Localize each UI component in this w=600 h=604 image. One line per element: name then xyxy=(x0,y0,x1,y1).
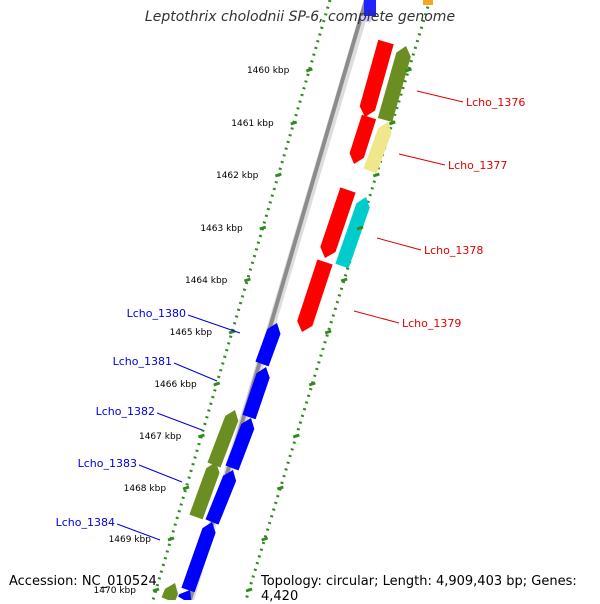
tick-mark-outer xyxy=(245,587,253,593)
gene-feature-lcho-1378-b xyxy=(335,197,370,269)
gene-label-leader xyxy=(116,523,161,541)
gene-label-lcho-1382: Lcho_1382 xyxy=(96,405,155,418)
gene-feature-top-pale xyxy=(361,16,371,22)
tick-label: 1463 kbp xyxy=(200,224,243,234)
tick-mark-outer xyxy=(372,172,380,178)
gene-feature-lcho-1378-a xyxy=(320,187,356,258)
gene-label-lcho-1378: Lcho_1378 xyxy=(424,244,483,257)
tick-label: 1465 kbp xyxy=(170,328,213,338)
tick-mark-outer xyxy=(276,485,284,491)
tick-mark-inner xyxy=(152,587,160,593)
gene-label-leader xyxy=(187,314,241,334)
tick-mark-inner xyxy=(182,485,190,491)
gene-feature-lcho-1382-a xyxy=(207,410,239,468)
gene-feature-lcho-1382-b xyxy=(225,418,255,471)
tick-label: 1469 kbp xyxy=(109,535,152,545)
tick-label: 1467 kbp xyxy=(139,432,182,442)
gene-label-leader xyxy=(156,412,203,431)
gene-label-lcho-1384: Lcho_1384 xyxy=(56,516,115,529)
gene-label-leader xyxy=(173,362,218,382)
tick-mark-inner xyxy=(305,67,313,73)
gene-feature-lcho-1377-b xyxy=(363,122,392,174)
gene-feature-top-blue xyxy=(364,0,376,16)
kbp-tick-marks: 1460 kbp 1461 kbp 1462 kbp 1463 kbp 1464 kbp… xyxy=(94,66,413,596)
gene-label-leader xyxy=(353,310,400,324)
tick-label: 1462 kbp xyxy=(216,171,259,181)
tick-mark-outer xyxy=(340,277,348,283)
tick-mark-inner xyxy=(290,120,298,126)
tick-mark-inner xyxy=(274,172,282,178)
gene-label-leader xyxy=(138,464,183,483)
tick-mark-outer xyxy=(388,120,396,126)
gene-label-leader xyxy=(416,90,464,103)
tick-label: 1468 kbp xyxy=(124,484,167,494)
tick-mark-outer xyxy=(356,225,364,231)
gene-feature-lcho-1376-a xyxy=(359,39,394,117)
gene-feature-lcho-1376-b xyxy=(377,46,411,122)
tick-label: 1466 kbp xyxy=(154,380,197,390)
map-title: Leptothrix cholodnii SP-6, complete geno… xyxy=(144,9,456,25)
gene-feature-partial-olive xyxy=(161,583,178,600)
tick-mark-inner xyxy=(167,536,175,542)
gene-feature-lcho-1381 xyxy=(242,367,270,420)
tick-mark-inner xyxy=(243,277,251,283)
gene-label-leader xyxy=(376,237,422,251)
accession-text: Accession: NC_010524 xyxy=(9,574,157,589)
tick-mark-inner xyxy=(197,433,205,439)
gene-feature-lcho-1380 xyxy=(255,323,281,367)
gene-features xyxy=(161,0,433,600)
tick-mark-inner xyxy=(259,225,267,231)
gene-feature-lcho-1379 xyxy=(297,259,333,332)
tick-dot-track xyxy=(151,0,332,600)
tick-mark-outer xyxy=(308,381,316,387)
gene-feature-lcho-1383-b xyxy=(205,470,237,525)
gene-label-lcho-1383: Lcho_1383 xyxy=(78,457,137,470)
gene-feature-lcho-1384 xyxy=(181,522,216,593)
gene-feature-lcho-1377-a xyxy=(349,114,377,164)
gene-label-leader xyxy=(398,153,446,166)
gene-label-lcho-1380: Lcho_1380 xyxy=(127,307,186,320)
tick-mark-inner xyxy=(213,381,221,387)
gene-feature-lcho-1383-a xyxy=(189,462,220,520)
tick-mark-outer xyxy=(292,433,300,439)
tick-mark-outer xyxy=(405,67,413,73)
tick-mark-outer xyxy=(261,536,269,542)
gene-label-lcho-1376: Lcho_1376 xyxy=(466,96,525,109)
gene-labels: Lcho_1376 Lcho_1377 Lcho_1378 Lcho_1379 Lcho… xyxy=(56,90,525,541)
tick-label: 1464 kbp xyxy=(185,276,228,286)
gene-label-lcho-1377: Lcho_1377 xyxy=(448,159,507,172)
tick-label: 1461 kbp xyxy=(231,119,274,129)
tick-label: 1470 kbp xyxy=(94,586,137,596)
gene-label-lcho-1379: Lcho_1379 xyxy=(402,317,461,330)
gene-feature-top-orange xyxy=(423,0,433,5)
tick-label: 1460 kbp xyxy=(247,66,290,76)
gene-label-lcho-1381: Lcho_1381 xyxy=(113,355,172,368)
gene-feature-partial-blue xyxy=(178,590,192,600)
tick-mark-outer xyxy=(324,329,332,335)
